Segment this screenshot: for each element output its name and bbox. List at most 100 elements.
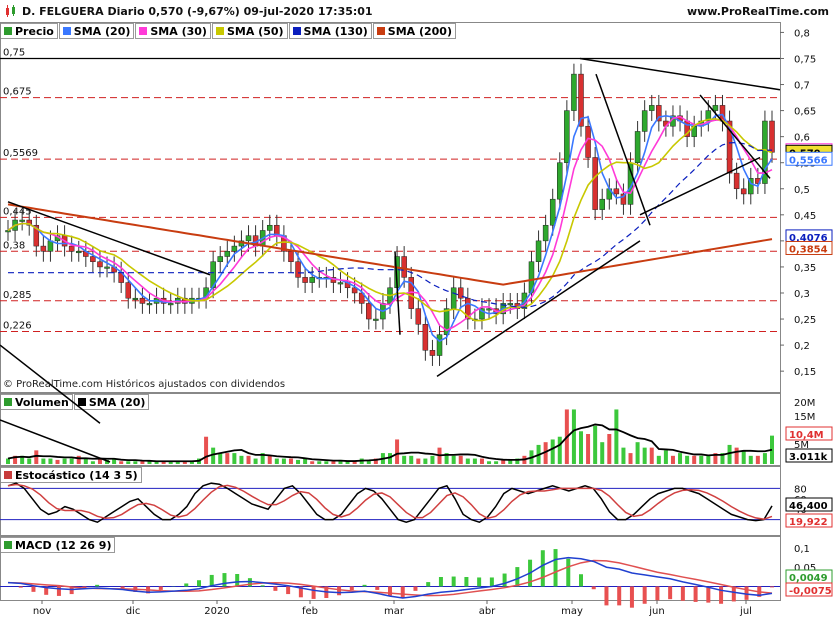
volume-bar (182, 461, 187, 464)
y-tick-label: 0,15 (794, 367, 816, 378)
sma50-line (7, 118, 773, 322)
candle-body (90, 256, 96, 262)
y-tick-label: 20M (794, 398, 815, 409)
x-tick-label: mar (384, 606, 405, 617)
price-legend: Precio SMA (20) SMA (30) SMA (50) SMA (130) S… (0, 23, 457, 39)
candle-body (557, 162, 563, 200)
macd-tag (785, 582, 833, 597)
x-tick-label: jul (739, 606, 752, 617)
volume-bar (253, 458, 258, 464)
macd-histogram-bar (515, 567, 520, 587)
legend-label: SMA (50) (226, 24, 284, 38)
volume-sma-line (7, 423, 773, 463)
volume-bar (76, 455, 81, 464)
macd-histogram-bar (579, 574, 583, 587)
legend-swatch (62, 27, 71, 35)
legend-label: SMA (20) (73, 24, 131, 38)
trend-line (394, 251, 401, 335)
trend-line (7, 201, 211, 276)
candle-body (19, 219, 25, 222)
candle-body (68, 245, 75, 252)
candle-body (337, 282, 344, 285)
candle-body (564, 110, 570, 163)
volume-bar (543, 442, 548, 464)
macd-histogram-bar (438, 577, 443, 587)
macd-histogram-bar (120, 586, 125, 589)
volume-bar (748, 455, 753, 464)
volume-bar (140, 461, 145, 464)
macd-histogram-bar (235, 574, 240, 587)
legend-label: Precio (15, 24, 54, 38)
volume-bar (41, 458, 46, 464)
macd-histogram-bar (286, 586, 291, 595)
x-tick-label: jun (648, 606, 664, 617)
legend-swatch (4, 541, 12, 549)
macd-histogram-bar (44, 586, 49, 595)
candle-body (613, 188, 620, 195)
volume-bar (331, 461, 336, 464)
sma20-line (7, 113, 773, 343)
macd-histogram-bar (298, 586, 303, 598)
price-tag-label: 0,4076 (789, 233, 828, 244)
legend-item[interactable]: SMA (130) (288, 23, 372, 39)
x-tick-label: dic (126, 606, 141, 617)
legend-item[interactable]: Estocástico (14 3 5) (0, 467, 142, 483)
legend-item[interactable]: SMA (30) (135, 23, 211, 39)
stoch-tag (785, 497, 833, 512)
candle-body (620, 193, 627, 205)
legend-item[interactable]: Precio (0, 23, 58, 39)
trend-line (595, 73, 651, 226)
y-tick-label: 0,1 (794, 544, 810, 555)
volume-bar (734, 447, 739, 464)
macd-histogram-bar (222, 573, 227, 587)
legend-label: SMA (20) (88, 395, 146, 409)
volume-bar (119, 461, 124, 464)
volume-bar (55, 459, 60, 464)
candle-body (104, 266, 110, 269)
legend-swatch (376, 27, 385, 35)
level-label: 0,226 (3, 321, 32, 332)
x-tick-label: may (561, 606, 583, 617)
candle-body (712, 105, 719, 111)
macd-histogram-bar (604, 586, 609, 606)
volume-bar (34, 450, 39, 464)
volume-bar (105, 459, 110, 464)
legend-label: Estocástico (14 3 5) (15, 468, 138, 482)
macd-histogram-bar (668, 586, 673, 600)
macd-histogram-bar (731, 586, 736, 602)
volume-bar (465, 458, 470, 464)
volume-bar (458, 455, 463, 464)
candle-body (762, 120, 768, 184)
volume-bar (239, 455, 244, 464)
volume-bar (678, 453, 683, 464)
volume-tag (785, 448, 833, 463)
y-tick-label: 0,6 (794, 133, 810, 144)
macd-signal-line (7, 559, 773, 597)
macd-histogram-bar (56, 586, 61, 596)
volume-bar (649, 447, 654, 464)
volume-bar (83, 458, 88, 464)
legend-item[interactable]: SMA (200) (372, 23, 456, 39)
volume-bar (48, 458, 53, 464)
stoch-tag (785, 513, 833, 528)
y-tick-label: 0,7 (794, 81, 810, 92)
candle-body (26, 219, 32, 226)
volume-bar (388, 453, 392, 464)
candle-body (443, 308, 450, 335)
legend-item[interactable]: SMA (50) (211, 23, 288, 39)
macd-histogram-bar (706, 586, 711, 603)
legend-item[interactable]: MACD (12 26 9) (0, 537, 116, 553)
volume-bar (614, 409, 619, 464)
legend-item[interactable]: SMA (20) (58, 23, 135, 39)
y-tick-label: 0,25 (794, 315, 816, 326)
legend-label: MACD (12 26 9) (15, 538, 112, 552)
volume-bar (338, 459, 343, 464)
legend-item[interactable]: SMA (20) (73, 394, 150, 410)
y-tick-label: 0,2 (794, 341, 810, 352)
candle-body (656, 105, 662, 122)
chart-header: D. FELGUERA Diario 0,570 (-9,67%) 09-jul… (0, 0, 835, 22)
volume-bar (6, 458, 10, 464)
volume-bar (628, 453, 633, 464)
candle-body (542, 224, 549, 242)
